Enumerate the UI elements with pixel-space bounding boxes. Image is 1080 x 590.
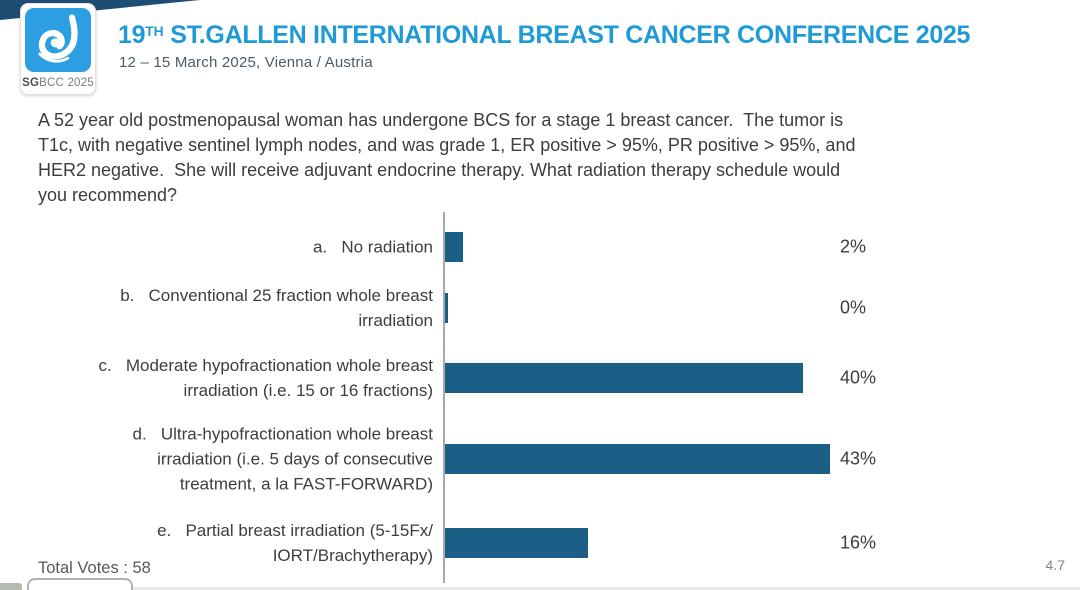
poll-percent-value: 2% — [840, 236, 867, 257]
title-superscript: TH — [145, 24, 164, 40]
poll-bar — [445, 528, 589, 558]
poll-option-label-line: irradiation — [358, 311, 433, 330]
poll-percent-value: 16% — [840, 532, 877, 553]
poll-option-label-line: c. Moderate hypofractionation whole brea… — [98, 356, 433, 375]
poll-option-label: e. Partial breast irradiation (5-15Fx/IO… — [157, 518, 433, 568]
logo-blue-square — [25, 8, 91, 72]
poll-option-label-line: treatment, a la FAST-FORWARD) — [179, 474, 433, 494]
poll-option-label-line: irradiation (i.e. 15 or 16 fractions) — [183, 381, 433, 400]
conference-title: 19TH ST.GALLEN INTERNATIONAL BREAST CANC… — [118, 21, 970, 50]
logo-text-rest: BCC 2025 — [39, 77, 94, 89]
poll-option-label: b. Conventional 25 fraction whole breast… — [120, 283, 433, 333]
conference-subtitle: 12 – 15 March 2025, Vienna / Austria — [119, 54, 373, 71]
logo-text-sg: SG — [22, 77, 40, 89]
poll-option-label-line: e. Partial breast irradiation (5-15Fx/ — [157, 521, 433, 540]
slide-number: 4.7 — [1045, 557, 1065, 573]
total-votes: Total Votes : 58 — [38, 559, 151, 577]
chart-axis-line — [443, 212, 445, 583]
question-line: you recommend? — [38, 185, 178, 205]
bottom-edge-strip — [130, 587, 1080, 590]
title-number: 19 — [118, 21, 146, 49]
poll-option-label: a. No radiation — [313, 235, 433, 260]
question-line: HER2 negative. She will receive adjuvant… — [38, 160, 841, 180]
poll-bar — [445, 444, 830, 474]
conference-logo: SGBCC 2025 — [20, 3, 96, 95]
poll-percent-value: 43% — [840, 448, 877, 469]
poll-option-label-line: b. Conventional 25 fraction whole breast — [120, 286, 433, 305]
sgbcc-breast-icon — [38, 14, 78, 63]
title-rest: ST.GALLEN INTERNATIONAL BREAST CANCER CO… — [163, 21, 971, 49]
poll-option-label-line: irradiation (i.e. 5 days of consecutive — [157, 449, 433, 469]
bottom-left-artifact — [0, 583, 22, 590]
question-text: A 52 year old postmenopausal woman has u… — [38, 108, 855, 208]
poll-bar — [445, 293, 448, 323]
poll-bar — [445, 363, 803, 393]
poll-option-label-line: IORT/Brachytherapy) — [272, 546, 433, 565]
question-line: T1c, with negative sentinel lymph nodes,… — [38, 135, 856, 155]
poll-option-label-line: a. No radiation — [312, 237, 433, 257]
logo-text: SGBCC 2025 — [21, 77, 95, 89]
poll-percent-value: 0% — [840, 297, 867, 318]
poll-option-label-line: d. Ultra-hypofractionation whole breast — [132, 424, 434, 444]
poll-bar — [445, 232, 463, 262]
cutoff-button[interactable] — [27, 578, 133, 590]
poll-option-label: c. Moderate hypofractionation whole brea… — [98, 353, 433, 403]
question-line: A 52 year old postmenopausal woman has u… — [38, 110, 844, 130]
poll-percent-value: 40% — [840, 367, 877, 388]
poll-option-label: d. Ultra-hypofractionation whole breast i… — [133, 422, 434, 497]
